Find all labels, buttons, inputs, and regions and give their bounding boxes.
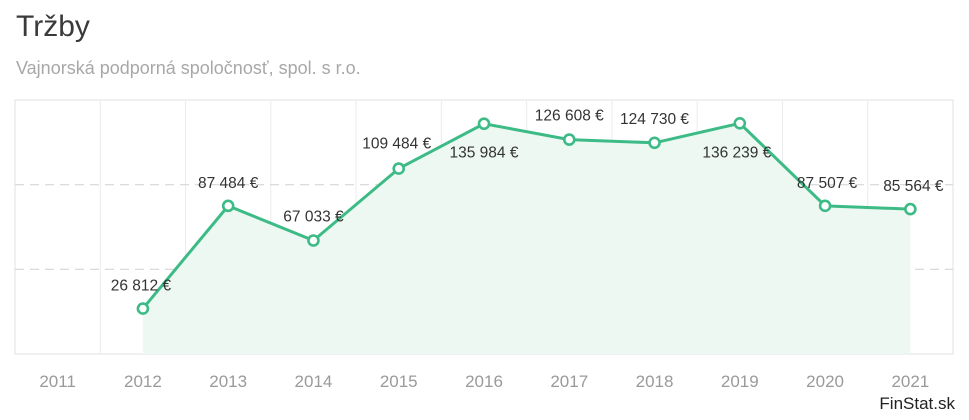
x-tick-label: 2013 xyxy=(209,372,247,391)
data-label: 85 564 € xyxy=(883,178,944,195)
x-tick-label: 2012 xyxy=(124,372,162,391)
data-label: 67 033 € xyxy=(283,208,344,225)
chart-title: Tržby xyxy=(16,10,90,43)
data-point[interactable] xyxy=(818,199,832,213)
data-label: 124 730 € xyxy=(620,111,689,128)
x-tick-label: 2019 xyxy=(721,372,759,391)
x-tick-label: 2018 xyxy=(636,372,674,391)
data-point[interactable] xyxy=(307,234,320,247)
data-point[interactable] xyxy=(392,162,406,175)
data-label: 87 507 € xyxy=(797,175,858,192)
data-point[interactable] xyxy=(477,117,491,131)
data-point[interactable] xyxy=(136,302,150,315)
series-area xyxy=(142,123,911,354)
data-label: 26 812 € xyxy=(111,278,172,295)
data-label: 87 484 € xyxy=(198,175,259,192)
data-point[interactable] xyxy=(904,202,917,216)
company-name: Vajnorská podporná spoločnosť, spol. s r… xyxy=(16,58,361,78)
data-point[interactable] xyxy=(562,133,576,146)
x-tick-label: 2015 xyxy=(380,372,418,391)
x-tick-label: 2017 xyxy=(550,372,588,391)
x-tick-label: 2016 xyxy=(465,372,503,391)
data-label: 135 984 € xyxy=(450,145,519,162)
series-line xyxy=(141,121,911,310)
data-label: 136 239 € xyxy=(702,144,771,161)
data-label: 109 484 € xyxy=(362,136,431,153)
x-tick-label: 2020 xyxy=(806,372,844,391)
data-label: 126 608 € xyxy=(535,108,604,125)
brand-watermark: FinStat.sk xyxy=(879,394,955,413)
data-point[interactable] xyxy=(221,199,235,213)
x-tick-label: 2014 xyxy=(295,372,333,391)
x-tick-label: 2021 xyxy=(891,372,929,391)
data-point[interactable] xyxy=(733,117,747,130)
x-tick-label: 2011 xyxy=(39,372,76,391)
data-point[interactable] xyxy=(648,136,661,150)
